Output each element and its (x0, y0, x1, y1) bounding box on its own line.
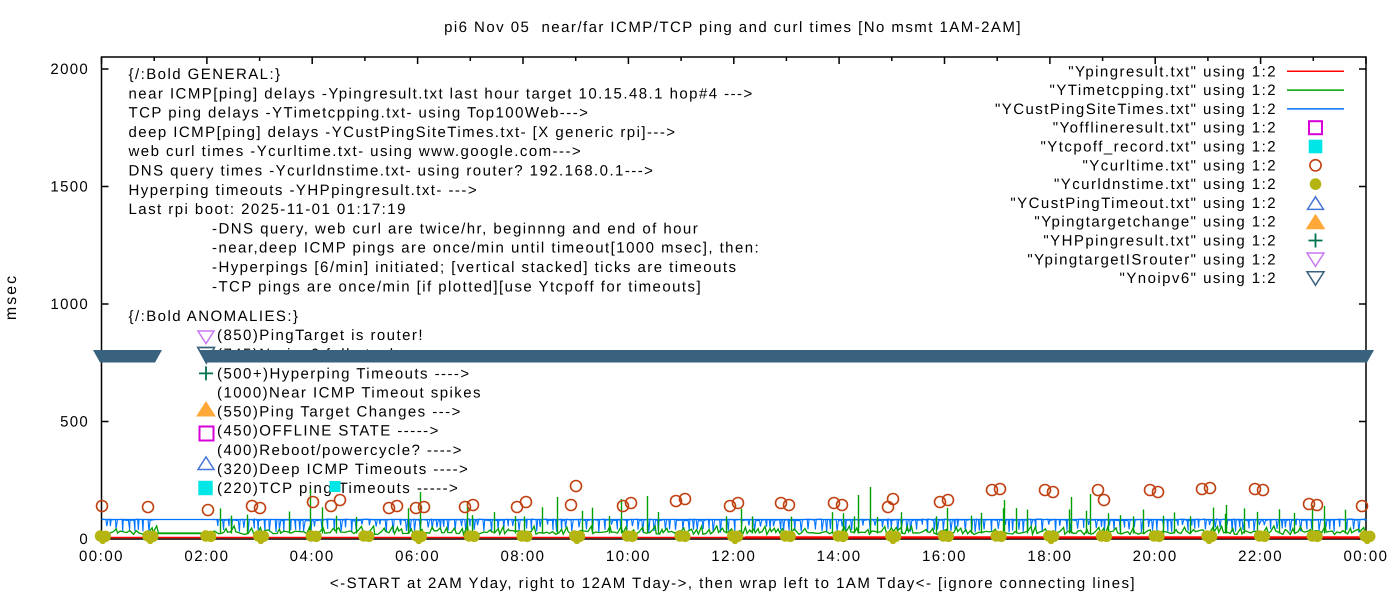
svg-text:near ICMP[ping] delays -Ypingr: near ICMP[ping] delays -Ypingresult.txt … (129, 85, 754, 102)
svg-text:08:00: 08:00 (500, 548, 545, 565)
svg-text:"Ycurltime.txt" using 1:2: "Ycurltime.txt" using 1:2 (1083, 157, 1277, 174)
svg-text:0: 0 (79, 531, 89, 548)
svg-text:22:00: 22:00 (1238, 548, 1283, 565)
svg-text:20:00: 20:00 (1133, 548, 1178, 565)
svg-text:2000: 2000 (50, 61, 89, 78)
svg-text:(850)PingTarget is router!: (850)PingTarget is router! (217, 327, 424, 344)
svg-text:04:00: 04:00 (290, 548, 335, 565)
svg-text:(500+)Hyperping Timeouts ---->: (500+)Hyperping Timeouts ----> (217, 365, 471, 382)
svg-text:"Yofflineresult.txt" using 1:2: "Yofflineresult.txt" using 1:2 (1053, 120, 1277, 137)
svg-text:DNS query times -Ycurldnstime.: DNS query times -Ycurldnstime.txt- using… (129, 163, 655, 180)
svg-text:1000: 1000 (50, 296, 89, 313)
svg-text:(450)OFFLINE STATE ----->: (450)OFFLINE STATE -----> (217, 423, 440, 440)
svg-text:(550)Ping Target Changes --->: (550)Ping Target Changes ---> (217, 404, 462, 421)
svg-text:00:00: 00:00 (1343, 548, 1388, 565)
svg-text:02:00: 02:00 (184, 548, 229, 565)
svg-text:TCP ping delays -YTimetcpping.: TCP ping delays -YTimetcpping.txt- using… (129, 105, 590, 122)
svg-text:"Ytcpoff_record.txt" using 1:2: "Ytcpoff_record.txt" using 1:2 (1041, 139, 1277, 156)
svg-text:{/:Bold GENERAL:}: {/:Bold GENERAL:} (129, 66, 282, 83)
svg-text:-near,deep ICMP pings are once: -near,deep ICMP pings are once/min until… (212, 240, 760, 257)
svg-text:msec: msec (3, 274, 20, 320)
svg-text:"YHPpingresult.txt" using 1:2: "YHPpingresult.txt" using 1:2 (1043, 233, 1277, 250)
svg-text:12:00: 12:00 (711, 548, 756, 565)
svg-text:"YCustPingTimeout.txt" using 1: "YCustPingTimeout.txt" using 1:2 (1010, 195, 1277, 212)
svg-text:"Ycurldnstime.txt" using 1:2: "Ycurldnstime.txt" using 1:2 (1054, 176, 1277, 193)
svg-text:14:00: 14:00 (817, 548, 862, 565)
svg-text:Last rpi boot: 2025-11-01 01:1: Last rpi boot: 2025-11-01 01:17:19 (129, 201, 407, 218)
svg-text:"YCustPingSiteTimes.txt" using: "YCustPingSiteTimes.txt" using 1:2 (995, 101, 1277, 118)
svg-text:-DNS query, web curl are twice: -DNS query, web curl are twice/hr, begin… (212, 220, 699, 237)
svg-text:"Ypingtargetchange" using 1:2: "Ypingtargetchange" using 1:2 (1034, 214, 1277, 231)
svg-text:18:00: 18:00 (1027, 548, 1072, 565)
svg-text:"Ynoipv6" using 1:2: "Ynoipv6" using 1:2 (1120, 270, 1277, 287)
svg-text:(400)Reboot/powercycle? ---->: (400)Reboot/powercycle? ----> (217, 442, 463, 459)
svg-text:00:00: 00:00 (79, 548, 124, 565)
svg-text:pi6 Nov 05 near/far ICMP/TCP: pi6 Nov 05 near/far ICMP/TCP ping and cu… (444, 19, 1022, 36)
svg-text:500: 500 (60, 414, 89, 431)
svg-text:10:00: 10:00 (606, 548, 651, 565)
svg-text:<-START at 2AM Yday, right to: <-START at 2AM Yday, right to 12AM Tday-… (330, 575, 1136, 592)
svg-text:06:00: 06:00 (395, 548, 440, 565)
svg-text:1500: 1500 (50, 179, 89, 196)
svg-text:16:00: 16:00 (922, 548, 967, 565)
svg-text:"YTimetcpping.txt" using 1:2: "YTimetcpping.txt" using 1:2 (1050, 82, 1277, 99)
svg-text:{/:Bold ANOMALIES:}: {/:Bold ANOMALIES:} (129, 308, 300, 325)
svg-text:"YpingtargetISrouter" using 1:: "YpingtargetISrouter" using 1:2 (1027, 251, 1277, 268)
svg-text:"Ypingresult.txt" using 1:2: "Ypingresult.txt" using 1:2 (1068, 63, 1277, 80)
svg-text:(1000)Near ICMP Timeout spikes: (1000)Near ICMP Timeout spikes (217, 384, 482, 401)
svg-text:Hyperping timeouts -YHPpingres: Hyperping timeouts -YHPpingresult.txt- -… (129, 182, 479, 199)
svg-text:deep ICMP[ping] delays -YCustP: deep ICMP[ping] delays -YCustPingSiteTim… (129, 124, 677, 141)
svg-text:-Hyperpings [6/min] initiated;: -Hyperpings [6/min] initiated; [vertical… (212, 259, 737, 276)
svg-text:-TCP pings are once/min [if pl: -TCP pings are once/min [if plotted][use… (212, 278, 702, 295)
svg-text:(320)Deep ICMP Timeouts ---->: (320)Deep ICMP Timeouts ----> (217, 461, 469, 478)
svg-text:web curl times -Ycurltime.txt-: web curl times -Ycurltime.txt- using www… (128, 143, 583, 160)
